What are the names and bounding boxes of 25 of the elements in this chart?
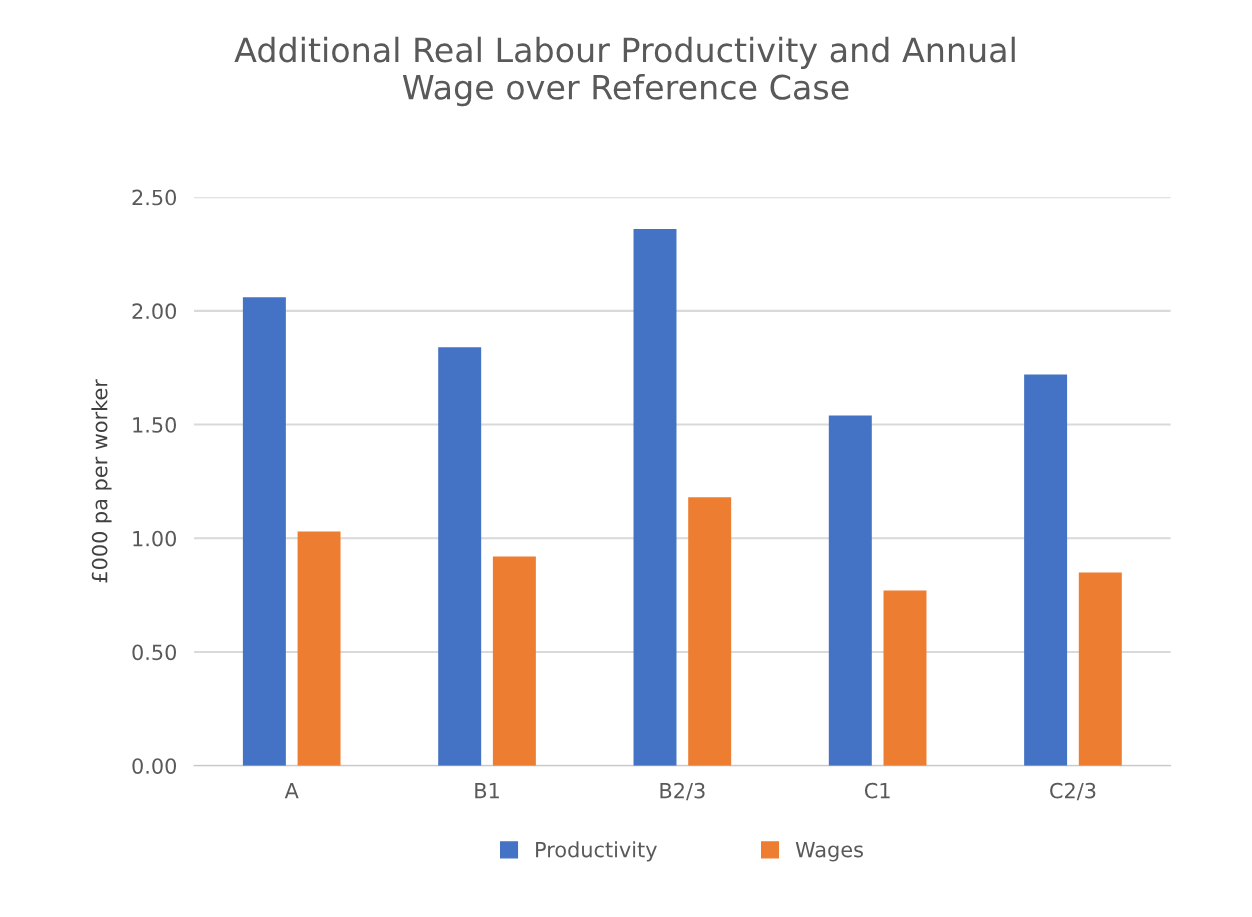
bar	[1024, 374, 1068, 766]
x-tick-label: C2/3	[1050, 782, 1096, 801]
chart-title: Additional Real Labour Productivity and Annual Wage over Reference Case	[234, 36, 1015, 107]
y-tick-label: 2.50	[132, 189, 177, 206]
y-tick-label: 2.00	[132, 303, 177, 320]
bar	[688, 497, 732, 766]
bar	[1078, 572, 1122, 766]
x-tick-label: B2/3	[660, 782, 705, 801]
x-tick-label: C1	[864, 782, 890, 799]
bar	[297, 531, 341, 766]
bar	[492, 556, 536, 766]
y-tick-label: 0.00	[132, 758, 177, 774]
bar	[633, 228, 677, 766]
bar	[242, 297, 286, 766]
x-tick-label: A	[284, 783, 299, 799]
legend-label: Wages	[795, 841, 863, 862]
y-axis-title: £000 pa per worker	[91, 379, 112, 583]
y-tick-label: 1.50	[133, 417, 177, 433]
bar	[438, 347, 482, 766]
legend-label: Productivity	[536, 841, 657, 862]
y-tick-label: 0.50	[132, 644, 177, 661]
x-tick-label: B1	[475, 783, 499, 799]
bar	[883, 590, 927, 766]
y-tick-label: 1.00	[133, 530, 177, 547]
bar	[828, 415, 872, 766]
